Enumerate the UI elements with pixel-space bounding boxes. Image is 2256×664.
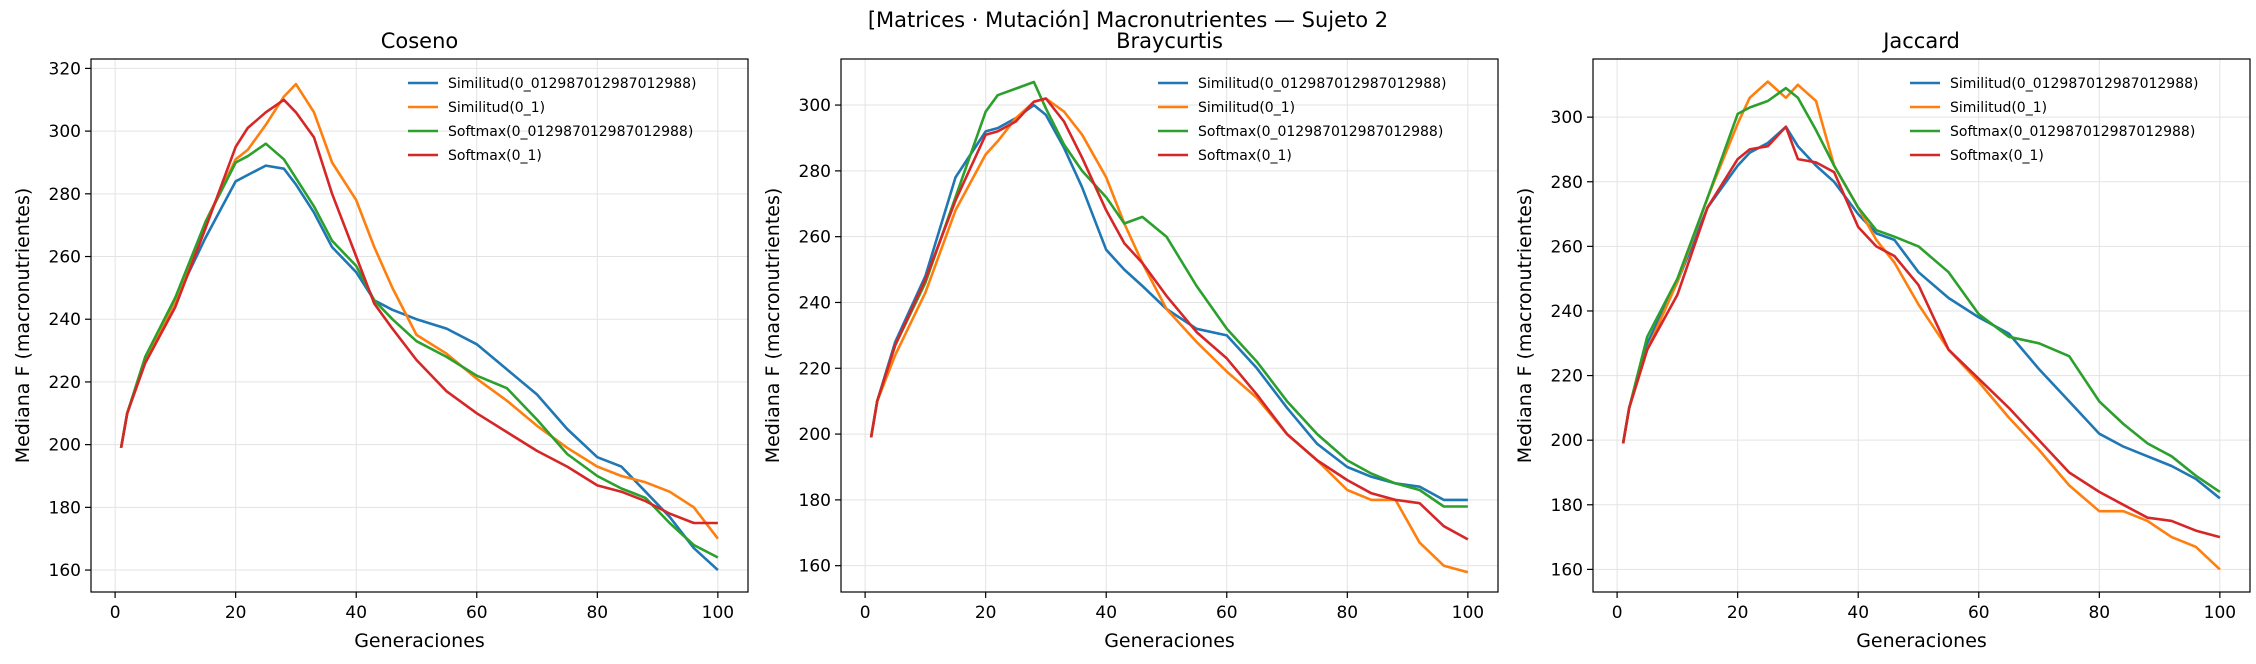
legend-label-2: Similitud(0_1) <box>448 100 545 116</box>
legend-label-3: Softmax(0_012987012987012988) <box>1950 124 2195 140</box>
y-tick-label: 300 <box>1551 108 1583 128</box>
y-tick-label: 260 <box>799 228 831 248</box>
x-tick-label: 40 <box>1847 603 1869 623</box>
y-tick-label: 240 <box>1551 302 1583 322</box>
x-tick-label: 100 <box>1452 603 1484 623</box>
y-tick-label: 220 <box>799 359 831 379</box>
series-line-1 <box>119 164 719 572</box>
x-tick-label: 60 <box>1216 603 1238 623</box>
x-tick-label: 100 <box>702 603 734 623</box>
y-tick-label: 200 <box>49 436 81 456</box>
x-tick-label: 80 <box>2088 603 2110 623</box>
series-line-4 <box>1621 125 2221 539</box>
series-line-4 <box>119 98 718 525</box>
x-tick-label: 20 <box>225 603 247 623</box>
y-axis-label: Mediana F (macronutrientes) <box>12 188 34 464</box>
plot-frame <box>840 58 1499 593</box>
y-tick-label: 280 <box>799 162 831 182</box>
series-line-4 <box>869 97 1469 541</box>
legend-label-4: Softmax(0_1) <box>1198 148 1292 164</box>
y-tick-label: 220 <box>49 373 81 393</box>
legend-label-2: Similitud(0_1) <box>1950 100 2047 116</box>
legend-label-3: Softmax(0_012987012987012988) <box>1198 124 1443 140</box>
chart-panel-3: 0 20 40 60 80 100 160 180 200 220 240 260 280 300 Jacc… <box>1514 29 2251 652</box>
y-tick-label: 280 <box>49 185 81 205</box>
y-tick-label: 220 <box>1551 367 1583 387</box>
legend: Similitud(0_012987012987012988) Similitud… <box>1910 76 2199 164</box>
series-line-3 <box>869 80 1468 508</box>
plot-frame <box>1592 58 2251 593</box>
x-tick-label: 80 <box>1336 603 1358 623</box>
legend-label-4: Softmax(0_1) <box>1950 148 2044 164</box>
legend-label-4: Softmax(0_1) <box>448 148 542 164</box>
x-axis-label: Generaciones <box>1104 630 1235 652</box>
x-tick-label: 0 <box>1612 603 1623 623</box>
y-tick-label: 180 <box>49 498 81 518</box>
legend: Similitud(0_012987012987012988) Similitud… <box>408 76 697 164</box>
series-line-3 <box>1621 86 2221 493</box>
x-tick-label: 80 <box>586 603 608 623</box>
y-tick-label: 240 <box>799 293 831 313</box>
y-tick-label: 160 <box>49 561 81 581</box>
y-tick-label: 240 <box>49 310 81 330</box>
x-axis-label: Generaciones <box>354 630 485 652</box>
x-tick-label: 20 <box>975 603 997 623</box>
y-tick-label: 200 <box>799 425 831 445</box>
y-tick-label: 160 <box>1551 560 1583 580</box>
x-tick-label: 40 <box>1095 603 1117 623</box>
chart-title: Coseno <box>381 29 459 53</box>
x-tick-label: 40 <box>345 603 367 623</box>
y-tick-label: 180 <box>1551 496 1583 516</box>
x-axis-label: Generaciones <box>1856 630 1987 652</box>
y-tick-label: 200 <box>1551 431 1583 451</box>
series-line-1 <box>869 103 1468 502</box>
y-tick-label: 160 <box>799 557 831 577</box>
chart-panel-2: 0 20 40 60 80 100 160 180 200 220 240 260 280 300 Bray… <box>762 29 1499 652</box>
legend-label-1: Similitud(0_012987012987012988) <box>448 76 697 92</box>
y-tick-label: 180 <box>799 491 831 511</box>
x-tick-label: 60 <box>1968 603 1990 623</box>
y-tick-label: 300 <box>799 96 831 116</box>
x-tick-label: 0 <box>110 603 121 623</box>
y-tick-label: 320 <box>49 59 81 79</box>
chart-panel-1: 0 20 40 60 80 100 160 180 200 220 240 260 280 300 320 C… <box>12 29 749 652</box>
y-axis-label: Mediana F (macronutrientes) <box>762 188 784 464</box>
legend-label-3: Softmax(0_012987012987012988) <box>448 124 693 140</box>
series-line-2 <box>119 82 719 540</box>
chart-title: Braycurtis <box>1116 29 1223 53</box>
legend-label-1: Similitud(0_012987012987012988) <box>1198 76 1447 92</box>
x-tick-label: 20 <box>1727 603 1749 623</box>
legend-label-2: Similitud(0_1) <box>1198 100 1295 116</box>
legend-label-1: Similitud(0_012987012987012988) <box>1950 76 2199 92</box>
plot-frame <box>90 58 749 593</box>
x-tick-label: 60 <box>466 603 488 623</box>
y-tick-label: 260 <box>1551 237 1583 257</box>
chart-title: Jaccard <box>1881 29 1960 53</box>
y-tick-label: 300 <box>49 122 81 142</box>
x-tick-label: 100 <box>2204 603 2236 623</box>
y-tick-label: 280 <box>1551 173 1583 193</box>
y-tick-label: 260 <box>49 248 81 268</box>
y-axis-label: Mediana F (macronutrientes) <box>1514 188 1536 464</box>
figure-suptitle: [Matrices · Mutación] Macronutrientes — … <box>867 8 1389 32</box>
x-tick-label: 0 <box>860 603 871 623</box>
legend: Similitud(0_012987012987012988) Similitud… <box>1158 76 1447 164</box>
